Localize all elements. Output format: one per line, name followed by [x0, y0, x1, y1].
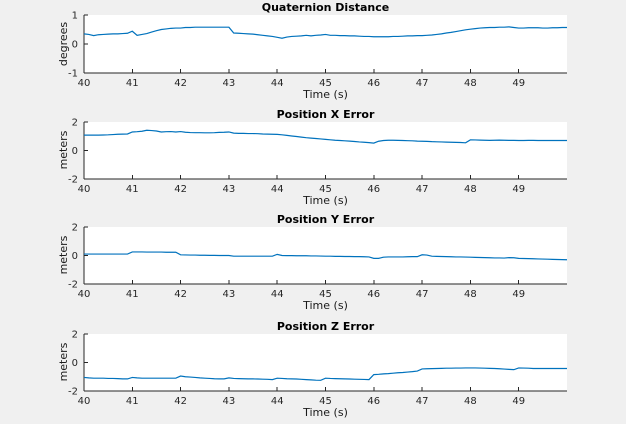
svg-text:47: 47	[416, 184, 429, 195]
svg-text:45: 45	[319, 289, 332, 300]
svg-text:40: 40	[78, 396, 91, 407]
svg-text:44: 44	[271, 396, 284, 407]
svg-text:44: 44	[271, 289, 284, 300]
svg-text:43: 43	[223, 78, 236, 89]
xlabel-position-y-error: Time (s)	[303, 299, 348, 312]
svg-text:49: 49	[512, 396, 525, 407]
svg-text:47: 47	[416, 289, 429, 300]
xlabel-quaternion-distance: Time (s)	[303, 88, 348, 101]
svg-text:-2: -2	[68, 387, 78, 398]
svg-text:1: 1	[72, 11, 78, 22]
svg-text:45: 45	[319, 78, 332, 89]
svg-text:-2: -2	[68, 280, 78, 291]
svg-text:49: 49	[512, 289, 525, 300]
svg-text:-1: -1	[68, 69, 78, 80]
svg-text:41: 41	[126, 78, 139, 89]
svg-text:44: 44	[271, 78, 284, 89]
title-position-x-error: Position X Error	[276, 108, 375, 121]
svg-text:0: 0	[72, 146, 78, 157]
svg-text:42: 42	[174, 289, 187, 300]
svg-text:43: 43	[223, 289, 236, 300]
xlabel-position-x-error: Time (s)	[303, 194, 348, 207]
ylabel-position-y-error: meters	[57, 235, 70, 275]
svg-text:2: 2	[72, 223, 78, 234]
svg-text:2: 2	[72, 118, 78, 129]
title-position-y-error: Position Y Error	[276, 213, 375, 226]
svg-text:0: 0	[72, 251, 78, 262]
svg-text:46: 46	[367, 78, 380, 89]
svg-text:47: 47	[416, 396, 429, 407]
svg-text:2: 2	[72, 330, 78, 341]
svg-text:47: 47	[416, 78, 429, 89]
svg-text:41: 41	[126, 396, 139, 407]
svg-text:42: 42	[174, 184, 187, 195]
svg-text:44: 44	[271, 184, 284, 195]
svg-text:49: 49	[512, 78, 525, 89]
svg-text:42: 42	[174, 78, 187, 89]
svg-text:41: 41	[126, 289, 139, 300]
svg-text:46: 46	[367, 289, 380, 300]
ylabel-position-x-error: meters	[57, 130, 70, 170]
svg-text:48: 48	[464, 184, 477, 195]
svg-text:40: 40	[78, 184, 91, 195]
title-quaternion-distance: Quaternion Distance	[261, 1, 390, 14]
svg-text:43: 43	[223, 396, 236, 407]
svg-text:0: 0	[72, 358, 78, 369]
svg-text:0: 0	[72, 40, 78, 51]
svg-text:43: 43	[223, 184, 236, 195]
svg-text:40: 40	[78, 78, 91, 89]
svg-text:46: 46	[367, 184, 380, 195]
svg-text:42: 42	[174, 396, 187, 407]
svg-text:49: 49	[512, 184, 525, 195]
ylabel-position-z-error: meters	[57, 342, 70, 382]
title-position-z-error: Position Z Error	[276, 320, 375, 333]
svg-text:48: 48	[464, 78, 477, 89]
xlabel-position-z-error: Time (s)	[303, 406, 348, 419]
svg-text:-2: -2	[68, 175, 78, 186]
svg-text:48: 48	[464, 289, 477, 300]
svg-text:48: 48	[464, 396, 477, 407]
ylabel-quaternion-distance: degrees	[57, 21, 70, 67]
svg-text:45: 45	[319, 184, 332, 195]
svg-text:46: 46	[367, 396, 380, 407]
svg-text:40: 40	[78, 289, 91, 300]
svg-text:41: 41	[126, 184, 139, 195]
svg-text:45: 45	[319, 396, 332, 407]
